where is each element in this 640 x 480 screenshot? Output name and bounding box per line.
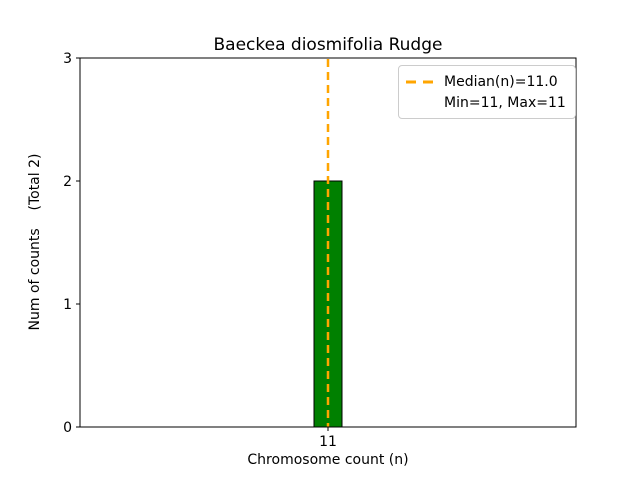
legend-label-minmax: Min=11, Max=11 [444,94,566,111]
median-dashed-line-sample [406,80,434,84]
legend-label-median: Median(n)=11.0 [444,73,558,90]
legend-entry-median: Median(n)=11.0 [406,71,566,92]
legend: Median(n)=11.0 Min=11, Max=11 [398,65,576,119]
x-axis-label: Chromosome count (n) [247,452,409,468]
chart-title: Baeckea diosmifolia Rudge [213,35,443,55]
y-tick-label: 3 [63,51,72,67]
x-tick-label: 11 [319,434,337,450]
y-tick-label: 1 [63,297,72,313]
y-tick-label: 2 [63,174,72,190]
y-tick-label: 0 [63,420,72,436]
legend-entry-minmax: Min=11, Max=11 [406,92,566,113]
